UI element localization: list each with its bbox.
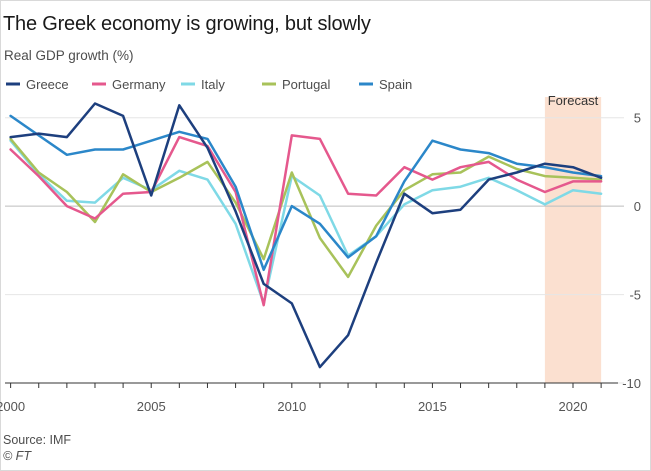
x-tick-label: 2020 — [559, 399, 588, 414]
legend-label: Portugal — [282, 77, 331, 92]
chart-title: The Greek economy is growing, but slowly — [3, 13, 371, 35]
x-tick-label: 2005 — [137, 399, 166, 414]
legend-item-italy: Italy — [181, 77, 225, 92]
series-line-italy — [9, 139, 603, 305]
chart-subtitle: Real GDP growth (%) — [4, 48, 134, 63]
legend-item-germany: Germany — [92, 77, 166, 92]
y-tick-label: -5 — [629, 288, 641, 303]
legend-item-greece: Greece — [6, 77, 69, 92]
series-line-portugal — [9, 137, 603, 279]
y-tick-label: 0 — [634, 199, 641, 214]
chart-copyright: © FT — [3, 449, 31, 463]
x-tick-label: 2010 — [277, 399, 306, 414]
chart-source: Source: IMF — [3, 433, 72, 447]
legend-item-spain: Spain — [359, 77, 412, 92]
legend-item-portugal: Portugal — [262, 77, 331, 92]
x-tick-label: 2000 — [0, 399, 25, 414]
series-line-spain — [9, 114, 603, 272]
forecast-band — [544, 97, 602, 383]
legend-label: Spain — [379, 77, 412, 92]
x-tick-label: 2015 — [418, 399, 447, 414]
y-tick-label: -10 — [622, 376, 641, 391]
legend-label: Greece — [26, 77, 69, 92]
y-tick-label: 5 — [634, 111, 641, 126]
forecast-label: Forecast — [548, 93, 599, 108]
legend-label: Italy — [201, 77, 225, 92]
series-line-germany — [9, 134, 603, 307]
series-line-greece — [9, 102, 603, 369]
legend-label: Germany — [112, 77, 166, 92]
